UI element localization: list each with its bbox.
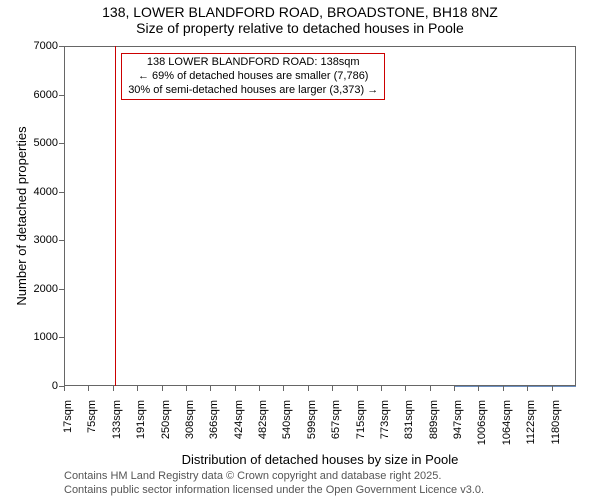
chart-title: 138, LOWER BLANDFORD ROAD, BROADSTONE, B… bbox=[0, 4, 600, 36]
gridline bbox=[64, 240, 576, 241]
x-tick-mark bbox=[357, 386, 358, 391]
y-tick-label: 7000 bbox=[22, 40, 58, 52]
x-tick-mark bbox=[332, 386, 333, 391]
x-tick-label: 75sqm bbox=[86, 400, 98, 433]
y-tick-label: 2000 bbox=[22, 283, 58, 295]
reference-line bbox=[115, 46, 116, 386]
footer-line-2: Contains public sector information licen… bbox=[64, 484, 484, 496]
x-tick-mark bbox=[308, 386, 309, 391]
y-tick-mark bbox=[59, 337, 64, 338]
x-tick-label: 308sqm bbox=[184, 400, 196, 439]
gridline bbox=[64, 337, 576, 338]
y-tick-mark bbox=[59, 192, 64, 193]
annotation-box: 138 LOWER BLANDFORD ROAD: 138sqm← 69% of… bbox=[121, 53, 385, 100]
x-tick-label: 1122sqm bbox=[525, 400, 537, 444]
x-tick-label: 947sqm bbox=[452, 400, 464, 439]
y-tick-label: 1000 bbox=[22, 331, 58, 343]
x-tick-label: 133sqm bbox=[111, 400, 123, 439]
y-tick-mark bbox=[59, 289, 64, 290]
y-tick-label: 6000 bbox=[22, 89, 58, 101]
x-tick-mark bbox=[210, 386, 211, 391]
x-tick-label: 1180sqm bbox=[550, 400, 562, 444]
gridline bbox=[64, 143, 576, 144]
x-tick-mark bbox=[64, 386, 65, 391]
x-tick-mark bbox=[235, 386, 236, 391]
x-tick-label: 250sqm bbox=[160, 400, 172, 439]
y-tick-label: 3000 bbox=[22, 234, 58, 246]
x-tick-mark bbox=[88, 386, 89, 391]
x-tick-label: 191sqm bbox=[135, 400, 147, 439]
x-tick-label: 1064sqm bbox=[501, 400, 513, 445]
gridline bbox=[64, 192, 576, 193]
y-tick-mark bbox=[59, 240, 64, 241]
x-tick-label: 1006sqm bbox=[476, 400, 488, 445]
x-tick-mark bbox=[137, 386, 138, 391]
annotation-line: 138 LOWER BLANDFORD ROAD: 138sqm bbox=[128, 56, 378, 70]
y-axis-label: Number of detached properties bbox=[14, 126, 29, 305]
annotation-line: 30% of semi-detached houses are larger (… bbox=[128, 84, 378, 98]
x-axis-label: Distribution of detached houses by size … bbox=[64, 452, 576, 467]
x-tick-mark bbox=[552, 386, 553, 391]
x-tick-mark bbox=[405, 386, 406, 391]
x-tick-label: 424sqm bbox=[233, 400, 245, 439]
x-tick-mark bbox=[527, 386, 528, 391]
x-tick-mark bbox=[283, 386, 284, 391]
x-tick-label: 657sqm bbox=[330, 400, 342, 439]
x-tick-mark bbox=[478, 386, 479, 391]
x-tick-mark bbox=[430, 386, 431, 391]
x-tick-mark bbox=[454, 386, 455, 391]
x-tick-label: 17sqm bbox=[62, 400, 74, 433]
annotation-line: ← 69% of detached houses are smaller (7,… bbox=[128, 70, 378, 84]
footer-line-1: Contains HM Land Registry data © Crown c… bbox=[64, 470, 441, 482]
y-tick-label: 0 bbox=[22, 380, 58, 392]
x-tick-mark bbox=[113, 386, 114, 391]
gridline bbox=[64, 289, 576, 290]
x-tick-label: 831sqm bbox=[403, 400, 415, 439]
x-tick-label: 366sqm bbox=[208, 400, 220, 439]
x-tick-mark bbox=[381, 386, 382, 391]
y-tick-mark bbox=[59, 46, 64, 47]
x-tick-label: 599sqm bbox=[306, 400, 318, 439]
x-tick-mark bbox=[503, 386, 504, 391]
x-tick-label: 482sqm bbox=[257, 400, 269, 439]
x-tick-mark bbox=[186, 386, 187, 391]
title-line-2: Size of property relative to detached ho… bbox=[0, 20, 600, 36]
x-tick-mark bbox=[259, 386, 260, 391]
title-line-1: 138, LOWER BLANDFORD ROAD, BROADSTONE, B… bbox=[0, 4, 600, 20]
y-tick-mark bbox=[59, 143, 64, 144]
y-tick-mark bbox=[59, 95, 64, 96]
y-tick-label: 5000 bbox=[22, 137, 58, 149]
x-tick-label: 715sqm bbox=[355, 400, 367, 439]
x-tick-label: 773sqm bbox=[379, 400, 391, 439]
x-tick-label: 889sqm bbox=[428, 400, 440, 439]
x-tick-label: 540sqm bbox=[281, 400, 293, 439]
x-tick-mark bbox=[162, 386, 163, 391]
y-tick-label: 4000 bbox=[22, 186, 58, 198]
